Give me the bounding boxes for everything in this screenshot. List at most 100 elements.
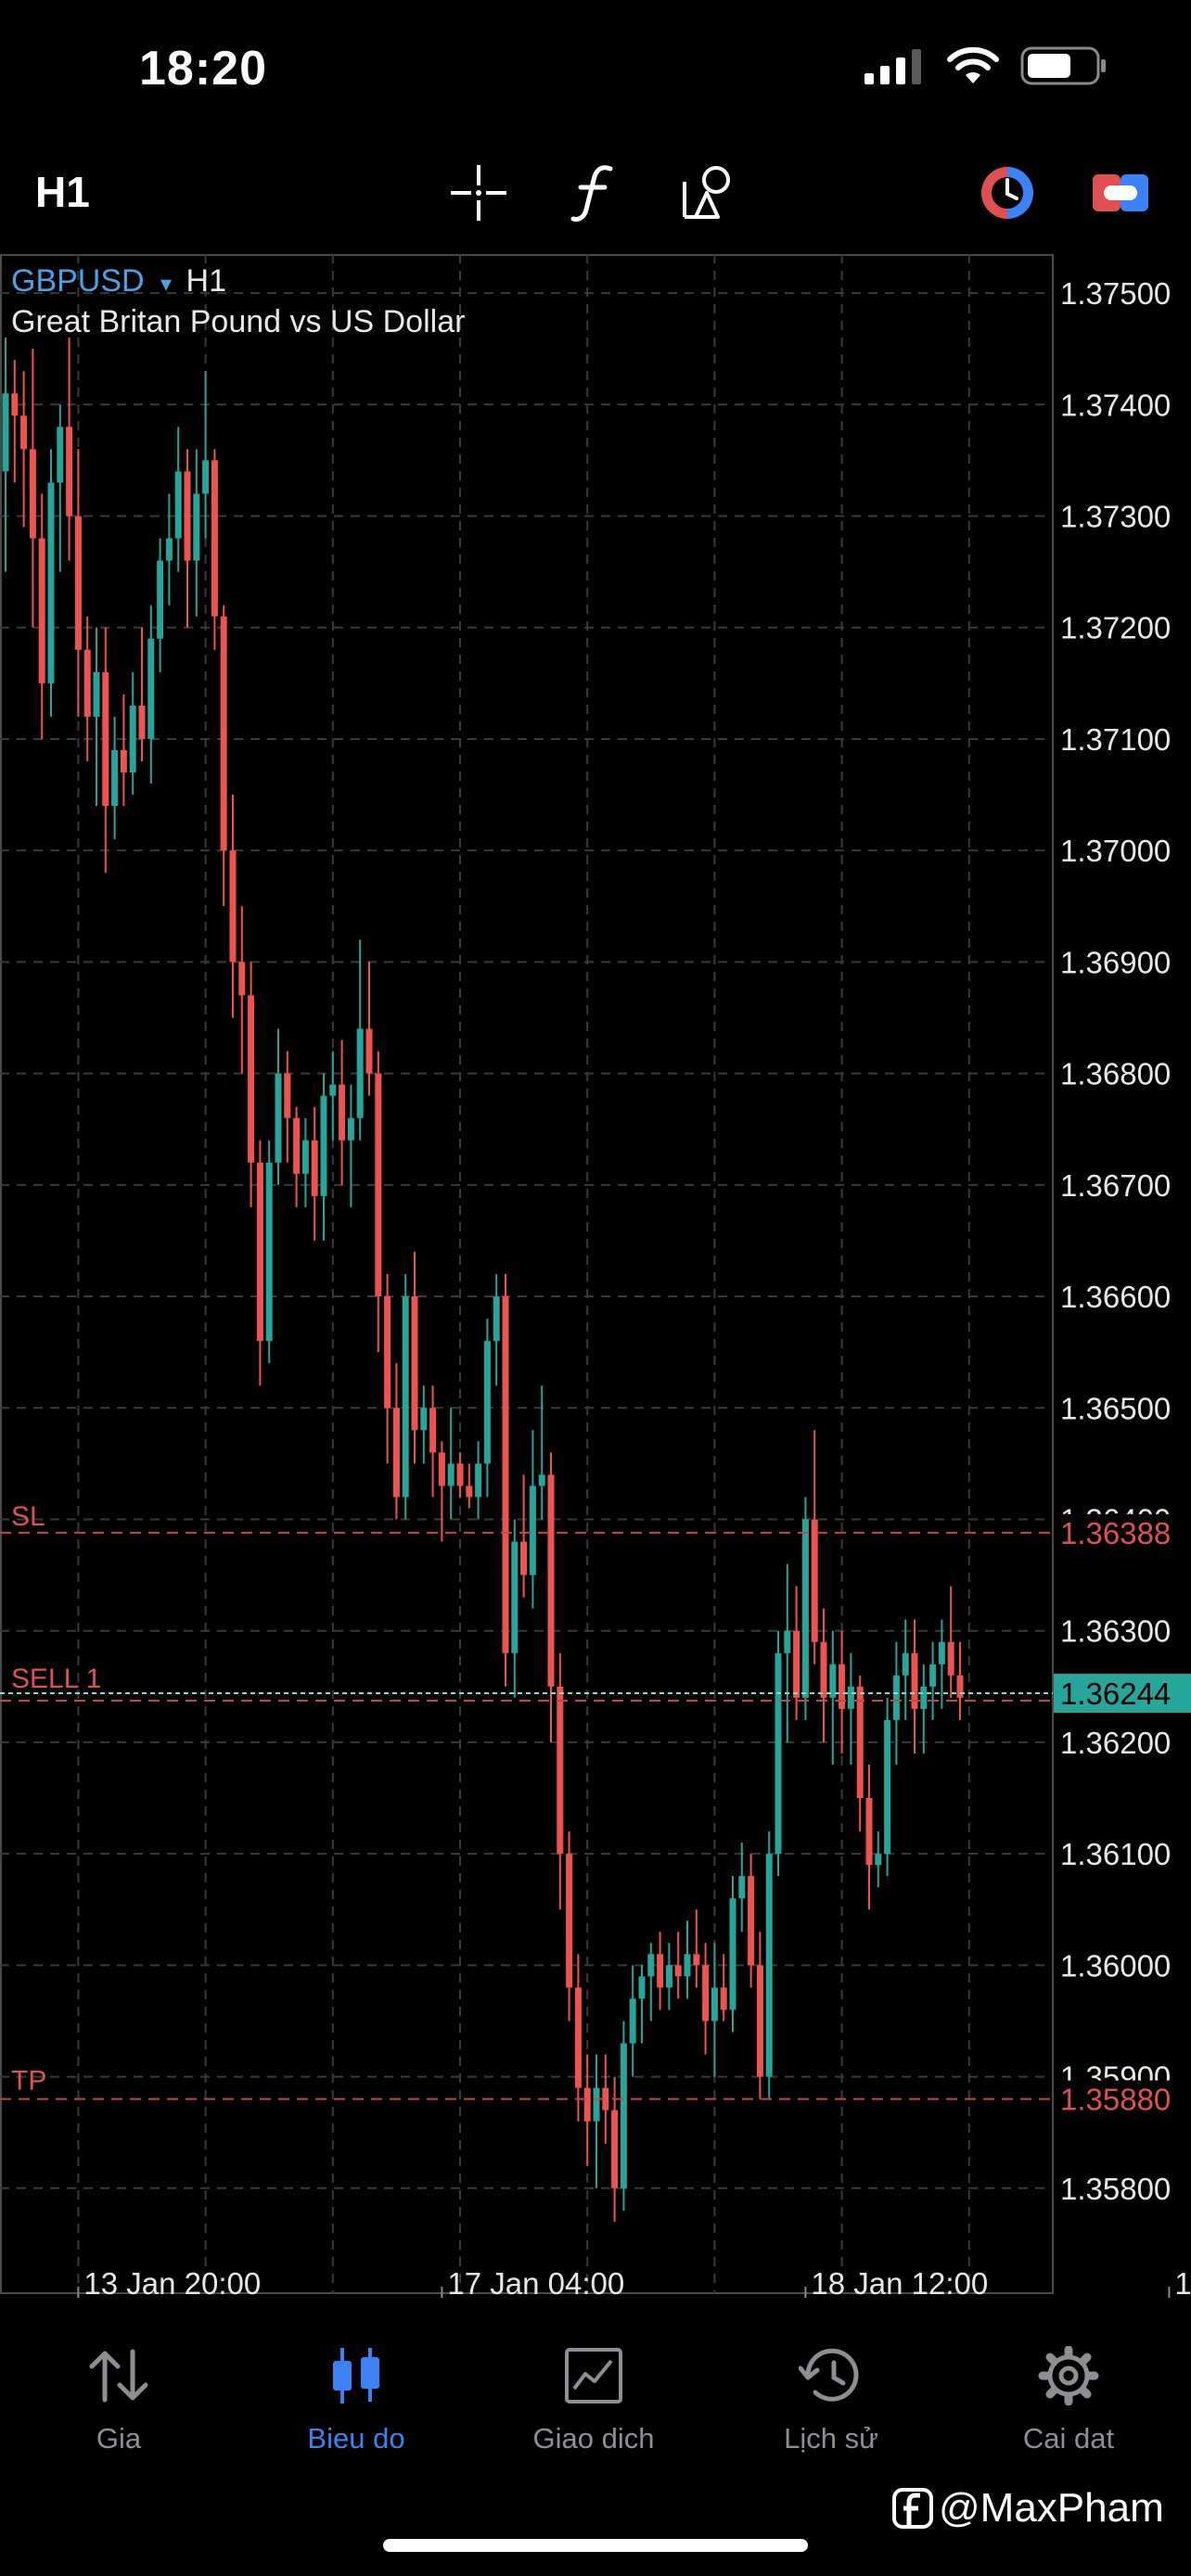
- candle: [847, 1652, 854, 1765]
- price-axis-label: 1.37300: [1060, 500, 1171, 534]
- candle: [29, 349, 36, 628]
- nav-item-history[interactable]: Lịch sử: [738, 2346, 924, 2455]
- symbol-header[interactable]: GBPUSD ▾ H1: [11, 263, 226, 300]
- chart-candles-icon: [333, 2348, 379, 2404]
- candle: [447, 1408, 455, 1520]
- chart-mode-button[interactable]: [1087, 159, 1154, 226]
- candle: [83, 616, 91, 761]
- price-axis-label: 1.37400: [1060, 388, 1171, 422]
- candle: [647, 1943, 655, 2021]
- candle: [829, 1630, 837, 1765]
- candle: [375, 1051, 382, 1353]
- candle: [856, 1675, 864, 1832]
- candle: [129, 671, 136, 796]
- one-click-trading-button[interactable]: [974, 159, 1041, 226]
- history-icon: [799, 2348, 859, 2402]
- candle: [111, 716, 119, 840]
- candle: [229, 795, 237, 1018]
- symbol-dropdown-icon[interactable]: ▾: [160, 272, 173, 297]
- candle: [120, 694, 127, 807]
- sell-order-label: SELL 1: [11, 1664, 101, 1694]
- candle: [620, 2021, 627, 2211]
- price-axis-label: 1.36700: [1060, 1168, 1171, 1203]
- candle: [729, 1876, 736, 2033]
- nav-item-quotes[interactable]: Gia: [26, 2346, 211, 2455]
- candle: [238, 906, 246, 1074]
- candle: [20, 371, 28, 528]
- nav-label-settings: Cai dat: [1022, 2422, 1115, 2455]
- candle: [220, 605, 227, 907]
- nav-item-settings[interactable]: Cai dat: [976, 2346, 1161, 2455]
- candle: [547, 1452, 555, 1742]
- candle: [402, 1274, 409, 1520]
- symbol-timeframe: H1: [186, 263, 227, 299]
- candle: [11, 360, 19, 483]
- status-bar: 18:20: [0, 0, 1191, 139]
- timeframe-selector[interactable]: H1: [35, 168, 90, 216]
- candle: [520, 1474, 528, 1598]
- indicators-icon: [570, 165, 613, 222]
- one-click-trading-icon: [981, 167, 1033, 219]
- candle: [956, 1641, 964, 1720]
- price-axis-label: 1.36300: [1060, 1614, 1171, 1649]
- chart-toolbar: H1: [0, 139, 1191, 246]
- symbol-description: Great Britan Pound vs US Dollar: [11, 304, 466, 339]
- candle: [756, 1932, 763, 2099]
- candle: [475, 1441, 482, 1520]
- nav-item-chart[interactable]: Bieu do: [263, 2346, 449, 2455]
- candle: [248, 962, 255, 1207]
- candle: [211, 449, 218, 650]
- price-axis-label: 1.36900: [1060, 945, 1171, 979]
- symbol-name[interactable]: GBPUSD: [11, 263, 145, 299]
- candle: [748, 1854, 755, 1988]
- tp-price-tag: 1.35880: [1060, 2083, 1171, 2117]
- candle: [557, 1652, 564, 1910]
- candle: [66, 338, 73, 561]
- chart-canvas[interactable]: SL SELL 1 TP 1.37500 1.37400 1.37300 1.3720…: [0, 254, 1191, 2301]
- candle: [811, 1430, 818, 1664]
- candle: [929, 1641, 937, 1720]
- wifi-icon: [947, 46, 999, 83]
- cellular-signal-icon: [864, 49, 921, 84]
- candle: [438, 1441, 445, 1542]
- status-icons: [864, 46, 1108, 85]
- candle: [947, 1586, 954, 1698]
- candle: [884, 1697, 891, 1877]
- candle: [511, 1519, 519, 1698]
- candle: [147, 605, 155, 784]
- candle: [420, 1385, 428, 1464]
- candle: [738, 1843, 746, 1932]
- candle: [483, 1319, 491, 1498]
- price-axis-label: 1.37100: [1060, 722, 1171, 757]
- crosshair-button[interactable]: [445, 159, 512, 226]
- settings-icon: [1038, 2346, 1099, 2405]
- chart-mode-icon: [1093, 174, 1148, 211]
- sl-price-tag: 1.36388: [1060, 1516, 1171, 1550]
- indicators-button[interactable]: [560, 159, 627, 226]
- candle: [538, 1385, 545, 1520]
- candle: [801, 1497, 809, 1720]
- candle: [384, 1274, 391, 1464]
- candle: [165, 493, 173, 606]
- candle: [566, 1831, 573, 2021]
- candle: [593, 2054, 600, 2188]
- candle: [839, 1630, 846, 1753]
- nav-item-trade[interactable]: Giao dich: [501, 2346, 686, 2455]
- candle: [793, 1586, 800, 1720]
- candle: [638, 1965, 646, 2044]
- bottom-navigation: Gia Bieu do Giao dich Lịch sử: [0, 2346, 1191, 2504]
- candle: [674, 1932, 682, 1999]
- watermark-text: @MaxPham: [939, 2485, 1164, 2531]
- status-time: 18:20: [139, 42, 267, 96]
- price-axis-label: 1.36800: [1060, 1057, 1171, 1091]
- price-chart[interactable]: SL SELL 1 TP 1.37500 1.37400 1.37300 1.3720…: [0, 254, 1191, 2301]
- candle: [865, 1764, 873, 1910]
- candle: [74, 449, 82, 717]
- objects-button[interactable]: [677, 159, 744, 226]
- nav-label-chart: Bieu do: [307, 2422, 405, 2455]
- candle: [320, 1073, 327, 1241]
- crosshair-icon: [451, 165, 506, 221]
- current-price-tag: 1.36244: [1060, 1677, 1171, 1711]
- candle: [102, 627, 109, 874]
- candle: [720, 1954, 727, 2021]
